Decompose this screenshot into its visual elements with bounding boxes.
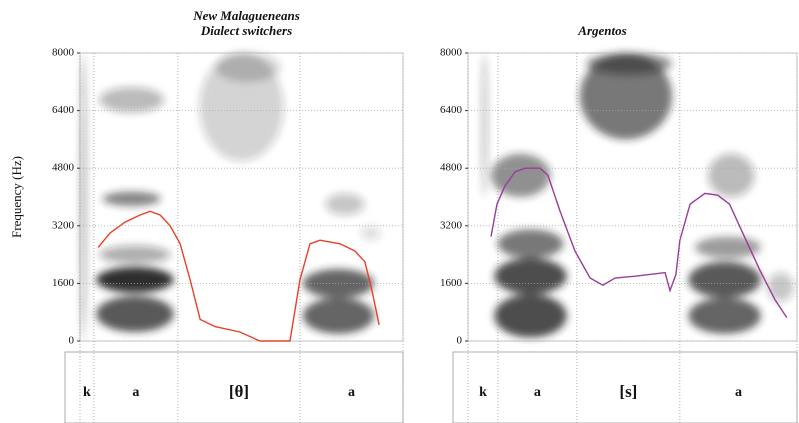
- chart-title: Argentos: [577, 23, 626, 38]
- y-axis-label: Frequency (Hz): [9, 156, 24, 238]
- y-tick-label: 8000: [52, 47, 75, 59]
- spectral-energy: [767, 272, 794, 302]
- formant-curve: [490, 167, 788, 318]
- spectral-energy: [708, 153, 755, 197]
- spectral-energy: [494, 294, 567, 338]
- spectral-energy: [688, 297, 761, 334]
- segment-label: a: [348, 385, 355, 400]
- spectral-energy: [586, 53, 672, 75]
- y-tick-label: 0: [457, 335, 463, 347]
- y-tick-label: 0: [69, 335, 75, 347]
- y-tick-label: 6400: [440, 104, 463, 116]
- spectral-energy: [215, 53, 281, 82]
- spectrogram: [81, 52, 794, 341]
- chart-subtitle: Dialect switchers: [200, 23, 292, 38]
- spectral-energy: [361, 225, 381, 241]
- segment-label: k: [83, 385, 91, 400]
- y-tick-label: 4800: [440, 162, 463, 174]
- spectral-energy: [81, 53, 86, 341]
- y-tick-label: 1600: [52, 277, 75, 289]
- spectral-energy: [579, 52, 672, 140]
- y-tick-label: 8000: [440, 47, 463, 59]
- spectral-energy: [494, 258, 567, 295]
- y-tick-label: 1600: [440, 277, 463, 289]
- y-tick-label: 3200: [52, 219, 75, 231]
- y-tick-label: 4800: [52, 162, 75, 174]
- segment-label: a: [132, 385, 139, 400]
- spectral-energy: [497, 229, 564, 259]
- segment-label: [θ]: [229, 382, 249, 401]
- chart-title: New Malagueneans: [192, 8, 300, 23]
- spectral-energy: [491, 153, 551, 197]
- segment-label: a: [534, 385, 541, 400]
- spectral-energy: [102, 191, 161, 206]
- spectral-energy: [99, 87, 164, 113]
- spectral-energy: [96, 296, 174, 332]
- segment-tier: [64, 351, 404, 423]
- segment-tier: [452, 351, 798, 423]
- spectral-energy: [96, 267, 174, 293]
- y-tick-label: 6400: [52, 104, 75, 116]
- formant-curve: [97, 210, 380, 342]
- spectral-energy: [99, 245, 171, 264]
- spectral-energy: [325, 193, 365, 215]
- segment-label: k: [479, 385, 487, 400]
- spectral-energy: [688, 261, 761, 298]
- segment-label: a: [735, 385, 742, 400]
- segment-label: [s]: [619, 382, 637, 401]
- spectral-energy: [302, 297, 374, 334]
- y-tick-label: 3200: [440, 219, 463, 231]
- spectral-energy: [482, 53, 487, 197]
- spectral-energy: [695, 236, 761, 259]
